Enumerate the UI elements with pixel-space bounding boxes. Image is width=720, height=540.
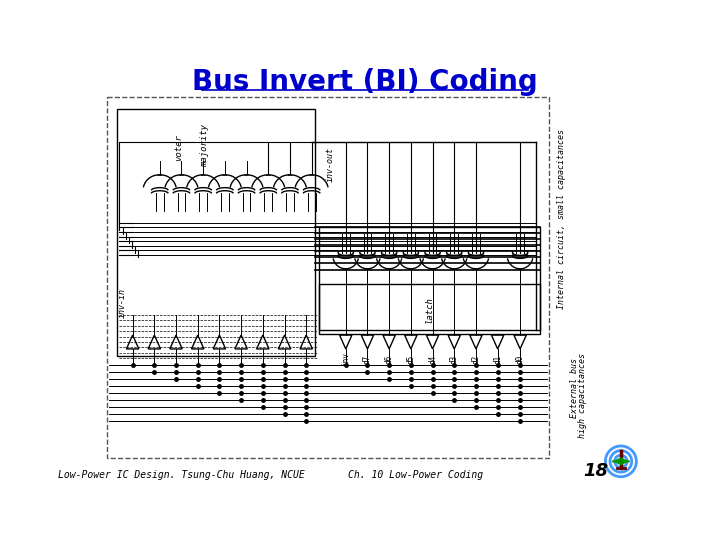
Text: d2: d2 <box>472 354 480 363</box>
Text: d4: d4 <box>428 354 437 363</box>
Bar <box>319 284 539 334</box>
Text: Low-Power IC Design. Tsung-Chu Huang, NCUE: Low-Power IC Design. Tsung-Chu Huang, NC… <box>58 470 305 480</box>
Text: d3: d3 <box>450 354 459 363</box>
Text: Internal circuit, small capacitances: Internal circuit, small capacitances <box>557 129 566 309</box>
Text: Bus Invert (BI) Coding: Bus Invert (BI) Coding <box>192 68 538 96</box>
Text: latch: latch <box>425 296 434 323</box>
Text: majority: majority <box>200 124 210 167</box>
Text: d7: d7 <box>363 354 372 363</box>
Text: d6: d6 <box>384 354 394 363</box>
Text: External bus: External bus <box>570 358 579 418</box>
Text: voter: voter <box>175 134 184 161</box>
Text: d0: d0 <box>516 354 525 363</box>
Text: inv-in: inv-in <box>118 288 127 319</box>
Bar <box>107 97 549 457</box>
Bar <box>319 226 539 330</box>
Text: d1: d1 <box>493 354 502 363</box>
Bar <box>117 110 315 356</box>
Text: inv: inv <box>341 352 350 366</box>
Text: d5: d5 <box>406 354 415 363</box>
Text: high capacitances: high capacitances <box>577 353 587 438</box>
Text: Ch. 10 Low-Power Coding: Ch. 10 Low-Power Coding <box>348 470 483 480</box>
Text: inv-out: inv-out <box>325 147 335 183</box>
Text: 18: 18 <box>582 462 608 481</box>
